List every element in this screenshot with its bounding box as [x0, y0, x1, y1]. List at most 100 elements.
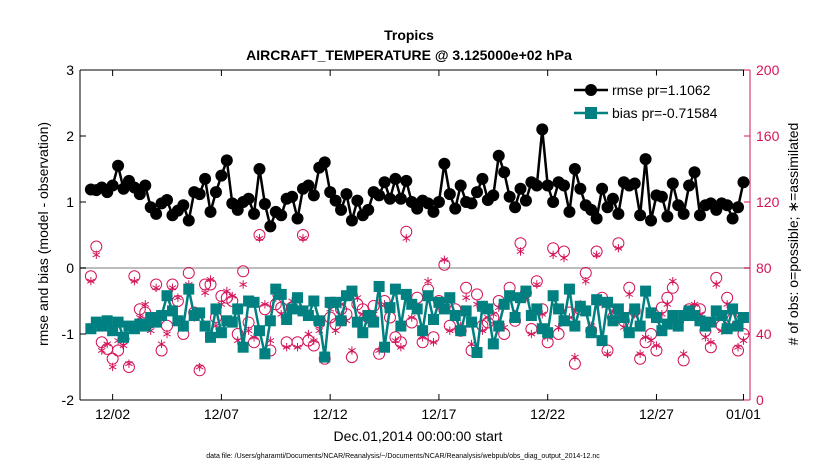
rmse-point [373, 189, 386, 202]
rmse-point [275, 209, 288, 222]
obs-assimilated-marker [603, 349, 612, 358]
obs-assimilated-marker [228, 291, 237, 301]
bias-point [629, 303, 641, 315]
bias-point [101, 315, 113, 327]
asterisk-stroke [668, 278, 677, 284]
bias-point [732, 320, 744, 332]
rmse-point [590, 212, 603, 225]
rmse-point [302, 179, 315, 192]
bias-point [275, 288, 287, 300]
rmse-point [432, 196, 445, 208]
x-axis-label: Dec.01,2014 00:00:00 start [334, 428, 503, 444]
bias-point [264, 315, 276, 327]
bias-point [650, 312, 662, 323]
bias-point [85, 323, 97, 335]
asterisk-stroke [570, 354, 579, 360]
rmse-point [307, 189, 320, 202]
rmse-point [394, 192, 407, 205]
obs-assimilated-marker [614, 244, 623, 253]
bias-point [569, 320, 581, 332]
obs-possible-marker [161, 319, 174, 332]
asterisk-stroke [532, 281, 541, 288]
rmse-point [248, 207, 261, 220]
obs-assimilated-marker [125, 359, 133, 368]
bias-point [623, 327, 635, 339]
asterisk-stroke [195, 364, 204, 370]
obs-assimilated-marker [668, 277, 677, 286]
bias-point [226, 316, 238, 328]
obs-assimilated-marker [396, 343, 405, 352]
rmse-point [427, 205, 440, 218]
rmse-point [345, 214, 358, 227]
asterisk-stroke [402, 235, 411, 241]
rmse-point [177, 199, 190, 212]
obs-assimilated-marker [647, 336, 655, 345]
bias-point [525, 310, 537, 322]
bias-point [498, 298, 510, 310]
rmse-point [661, 210, 674, 223]
rmse-point [672, 199, 685, 212]
obs-assimilated-marker [201, 288, 209, 297]
asterisk-stroke [206, 277, 215, 283]
bias-point [384, 302, 396, 314]
asterisk-stroke [445, 328, 454, 334]
rmse-point [558, 179, 571, 192]
obs-assimilated-marker [141, 300, 150, 309]
obs-assimilated-marker [679, 349, 688, 358]
rmse-point [340, 188, 353, 201]
obs-assimilated-marker [734, 343, 742, 352]
asterisk-stroke [282, 344, 291, 350]
obs-assimilated-marker [309, 336, 318, 345]
rmse-point [286, 190, 299, 203]
obs-assimilated-marker [581, 277, 590, 286]
obs-assimilated-marker [152, 283, 161, 292]
rmse-point [438, 157, 451, 170]
bias-point [395, 320, 407, 332]
asterisk-stroke [255, 235, 264, 241]
rmse-point [606, 192, 619, 205]
obs-assimilated-marker [103, 339, 112, 349]
obs-assimilated-marker [429, 338, 438, 347]
asterisk-stroke [641, 334, 650, 340]
rmse-point [492, 149, 505, 162]
bias-point [357, 327, 369, 339]
rmse-point [449, 202, 462, 215]
obs-assimilated-marker [560, 253, 568, 263]
bias-point [346, 285, 358, 297]
obs-assimilated-marker [293, 343, 302, 352]
y2-tick-label: 200 [756, 62, 780, 78]
bias-point [335, 315, 347, 327]
bias-point [286, 303, 298, 315]
bias-point [194, 307, 206, 319]
obs-assimilated-marker [174, 293, 182, 302]
bias-point [308, 295, 320, 307]
bias-point [591, 294, 603, 306]
y-tick-label: -1 [62, 326, 75, 342]
x-tick-label: 12/17 [421, 406, 456, 422]
rmse-point [683, 179, 696, 192]
bias-point [515, 292, 527, 304]
bias-point [330, 296, 342, 308]
obs-assimilated-marker [163, 329, 171, 339]
obs-assimilated-marker [516, 247, 525, 256]
bias-point [558, 315, 570, 327]
bias-point [509, 312, 521, 323]
rmse-point [470, 186, 483, 199]
obs-assimilated-marker [712, 280, 721, 289]
rmse-point [509, 201, 522, 214]
bias-point [177, 320, 189, 332]
bias-point [672, 320, 684, 332]
rmse-point [182, 214, 195, 227]
rmse-point [568, 163, 581, 175]
y2-tick-label: 80 [756, 260, 772, 276]
rmse-point [258, 197, 271, 210]
rmse-point [655, 190, 668, 203]
y2-tick-label: 0 [756, 392, 764, 408]
bias-point [237, 341, 249, 353]
bias-point [302, 310, 314, 322]
rmse-point [351, 194, 364, 207]
bias-point [634, 320, 646, 332]
legend-bias-label: bias pr=-0.71584 [612, 105, 718, 121]
chart-title: Tropics [384, 27, 434, 43]
asterisk-stroke [130, 278, 139, 284]
